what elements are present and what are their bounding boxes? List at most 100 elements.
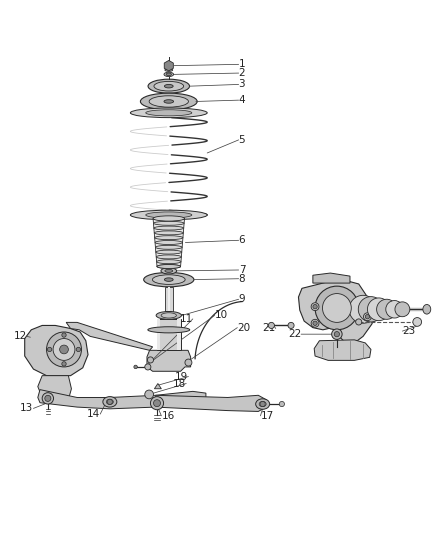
Ellipse shape bbox=[423, 304, 431, 314]
Text: 5: 5 bbox=[239, 135, 245, 145]
Text: 6: 6 bbox=[239, 235, 245, 245]
Polygon shape bbox=[298, 280, 374, 343]
Circle shape bbox=[260, 401, 265, 407]
Circle shape bbox=[62, 362, 66, 366]
Ellipse shape bbox=[155, 236, 183, 240]
Circle shape bbox=[62, 333, 66, 337]
Circle shape bbox=[145, 364, 151, 370]
Ellipse shape bbox=[148, 79, 190, 93]
Bar bbox=[165, 287, 173, 316]
Ellipse shape bbox=[131, 108, 207, 118]
Circle shape bbox=[148, 357, 153, 363]
Ellipse shape bbox=[164, 100, 173, 103]
Ellipse shape bbox=[161, 268, 177, 274]
Circle shape bbox=[334, 332, 339, 337]
Bar bbox=[177, 319, 181, 350]
Circle shape bbox=[367, 298, 390, 321]
Ellipse shape bbox=[256, 399, 270, 409]
Ellipse shape bbox=[146, 110, 192, 116]
Ellipse shape bbox=[156, 250, 182, 254]
Ellipse shape bbox=[155, 245, 182, 249]
Circle shape bbox=[358, 297, 384, 322]
Ellipse shape bbox=[152, 275, 185, 285]
Circle shape bbox=[322, 294, 351, 322]
Polygon shape bbox=[38, 376, 71, 401]
Bar bbox=[156, 319, 181, 350]
Ellipse shape bbox=[149, 96, 188, 107]
Polygon shape bbox=[154, 384, 161, 389]
Text: 17: 17 bbox=[261, 411, 274, 421]
Ellipse shape bbox=[259, 401, 266, 407]
Ellipse shape bbox=[157, 264, 180, 269]
Text: 16: 16 bbox=[161, 411, 175, 421]
Text: 23: 23 bbox=[403, 326, 416, 336]
Ellipse shape bbox=[153, 221, 184, 225]
Polygon shape bbox=[164, 60, 173, 71]
Ellipse shape bbox=[164, 278, 173, 281]
Circle shape bbox=[315, 286, 359, 330]
Circle shape bbox=[53, 338, 75, 360]
Text: 22: 22 bbox=[288, 329, 301, 339]
Ellipse shape bbox=[156, 255, 181, 259]
Text: 8: 8 bbox=[239, 274, 245, 284]
Ellipse shape bbox=[141, 93, 197, 110]
Circle shape bbox=[134, 365, 138, 369]
Circle shape bbox=[76, 348, 81, 352]
Circle shape bbox=[332, 329, 342, 340]
Circle shape bbox=[60, 345, 68, 354]
Text: 7: 7 bbox=[239, 265, 245, 275]
Ellipse shape bbox=[164, 72, 173, 77]
Ellipse shape bbox=[144, 272, 194, 287]
Text: 1: 1 bbox=[239, 59, 245, 69]
Polygon shape bbox=[25, 326, 88, 376]
Text: 14: 14 bbox=[87, 409, 100, 419]
Text: 4: 4 bbox=[239, 95, 245, 105]
Polygon shape bbox=[147, 350, 191, 372]
Ellipse shape bbox=[153, 216, 184, 221]
Circle shape bbox=[185, 359, 192, 366]
Ellipse shape bbox=[154, 231, 184, 235]
Circle shape bbox=[364, 313, 371, 321]
Ellipse shape bbox=[148, 327, 190, 333]
Circle shape bbox=[313, 304, 317, 309]
Ellipse shape bbox=[156, 311, 181, 319]
Circle shape bbox=[313, 321, 317, 326]
Bar bbox=[156, 319, 160, 350]
Text: 2: 2 bbox=[239, 68, 245, 78]
Polygon shape bbox=[38, 390, 206, 409]
Circle shape bbox=[413, 318, 422, 326]
Circle shape bbox=[145, 390, 153, 399]
Ellipse shape bbox=[164, 84, 173, 88]
Ellipse shape bbox=[157, 264, 180, 269]
Circle shape bbox=[47, 348, 52, 352]
Circle shape bbox=[46, 332, 81, 367]
Circle shape bbox=[356, 319, 362, 325]
Circle shape bbox=[377, 299, 397, 319]
Circle shape bbox=[349, 295, 377, 323]
Ellipse shape bbox=[157, 260, 181, 264]
Ellipse shape bbox=[155, 240, 183, 245]
Circle shape bbox=[365, 314, 370, 319]
Polygon shape bbox=[313, 273, 350, 283]
Circle shape bbox=[311, 319, 319, 327]
Polygon shape bbox=[153, 219, 184, 266]
Ellipse shape bbox=[161, 313, 177, 318]
Text: 20: 20 bbox=[237, 322, 251, 333]
Polygon shape bbox=[155, 395, 266, 411]
Text: 13: 13 bbox=[20, 403, 33, 414]
Circle shape bbox=[153, 400, 160, 407]
Ellipse shape bbox=[153, 216, 184, 221]
Circle shape bbox=[45, 395, 51, 401]
Text: 3: 3 bbox=[239, 79, 245, 90]
Circle shape bbox=[42, 393, 53, 404]
Text: 10: 10 bbox=[215, 310, 228, 320]
Text: 19: 19 bbox=[175, 372, 188, 382]
Circle shape bbox=[288, 322, 294, 328]
Ellipse shape bbox=[166, 73, 171, 76]
Ellipse shape bbox=[154, 82, 184, 91]
Ellipse shape bbox=[154, 226, 184, 230]
Text: 18: 18 bbox=[173, 378, 186, 389]
Circle shape bbox=[395, 302, 410, 317]
Ellipse shape bbox=[165, 69, 173, 71]
Circle shape bbox=[150, 397, 163, 410]
